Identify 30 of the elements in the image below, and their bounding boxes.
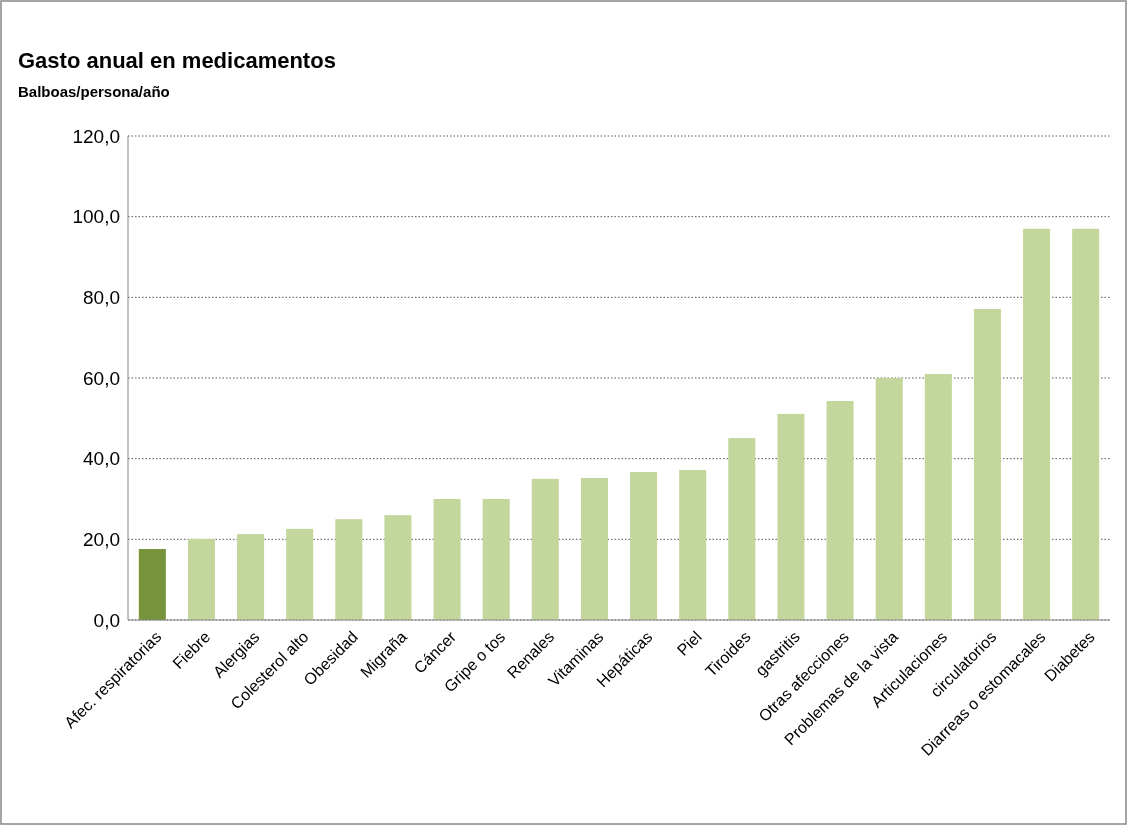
- y-tick-label: 0,0: [93, 609, 120, 631]
- bar: [384, 515, 412, 620]
- y-tick-label: 80,0: [83, 286, 120, 308]
- bar: [875, 378, 903, 620]
- bar: [630, 471, 658, 620]
- bar: [728, 438, 756, 620]
- y-tick-label: 60,0: [83, 367, 120, 389]
- bar: [187, 538, 215, 620]
- bar: [777, 413, 805, 620]
- y-tick-label: 100,0: [72, 206, 120, 228]
- x-tick-label: Piel: [673, 628, 705, 659]
- chart-subtitle: Balboas/persona/año: [18, 83, 170, 100]
- bar: [482, 499, 510, 620]
- y-tick-label: 20,0: [83, 528, 120, 550]
- y-tick-label: 40,0: [83, 448, 120, 470]
- bar: [826, 400, 854, 620]
- bar: [531, 478, 559, 620]
- bar: [924, 373, 952, 620]
- bar: [580, 478, 608, 620]
- bar: [1072, 228, 1100, 620]
- y-tick-label: 120,0: [72, 125, 120, 147]
- bar: [1023, 228, 1051, 620]
- bar: [138, 549, 166, 620]
- bar: [237, 534, 265, 620]
- bar: [679, 469, 707, 620]
- bar: [433, 499, 461, 620]
- chart-title: Gasto anual en medicamentos: [18, 48, 336, 73]
- bar: [286, 528, 314, 620]
- bar: [973, 309, 1001, 620]
- bar: [335, 519, 363, 620]
